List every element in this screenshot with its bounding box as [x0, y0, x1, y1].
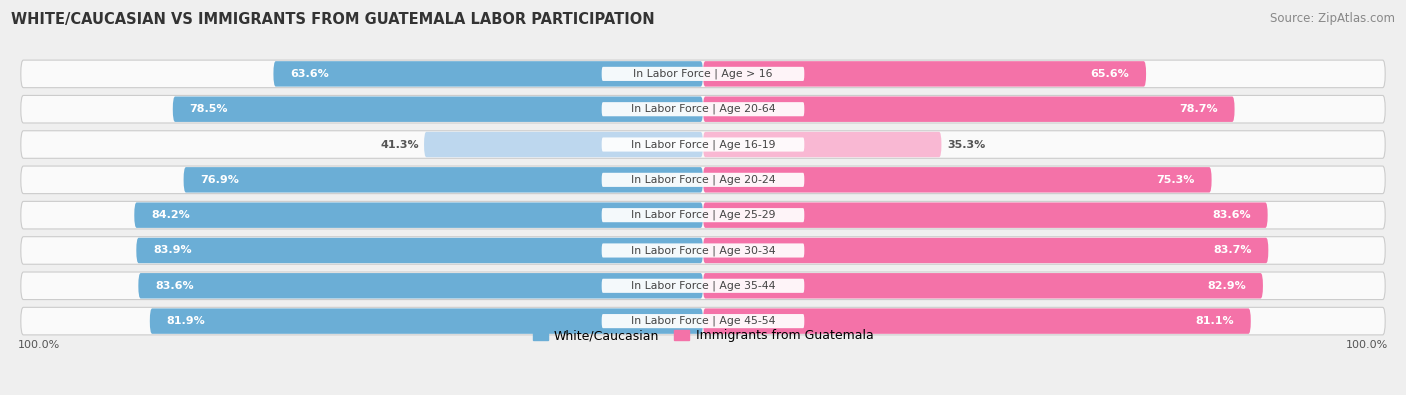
FancyBboxPatch shape: [21, 96, 1385, 123]
FancyBboxPatch shape: [21, 60, 1385, 88]
Text: 65.6%: 65.6%: [1091, 69, 1129, 79]
FancyBboxPatch shape: [703, 308, 1251, 334]
FancyBboxPatch shape: [135, 203, 703, 228]
FancyBboxPatch shape: [602, 102, 804, 116]
FancyBboxPatch shape: [703, 203, 1268, 228]
Text: 75.3%: 75.3%: [1156, 175, 1195, 185]
Text: 78.5%: 78.5%: [190, 104, 228, 114]
FancyBboxPatch shape: [273, 61, 703, 87]
FancyBboxPatch shape: [602, 137, 804, 152]
FancyBboxPatch shape: [136, 238, 703, 263]
FancyBboxPatch shape: [602, 279, 804, 293]
Text: In Labor Force | Age 35-44: In Labor Force | Age 35-44: [631, 280, 775, 291]
Text: In Labor Force | Age 30-34: In Labor Force | Age 30-34: [631, 245, 775, 256]
FancyBboxPatch shape: [703, 238, 1268, 263]
FancyBboxPatch shape: [173, 96, 703, 122]
Text: 83.9%: 83.9%: [153, 245, 191, 256]
FancyBboxPatch shape: [21, 166, 1385, 194]
FancyBboxPatch shape: [21, 272, 1385, 299]
FancyBboxPatch shape: [21, 237, 1385, 264]
Text: In Labor Force | Age > 16: In Labor Force | Age > 16: [633, 69, 773, 79]
Text: 83.7%: 83.7%: [1213, 245, 1251, 256]
FancyBboxPatch shape: [602, 314, 804, 328]
Text: 35.3%: 35.3%: [946, 139, 986, 150]
Text: In Labor Force | Age 20-64: In Labor Force | Age 20-64: [631, 104, 775, 115]
Text: 76.9%: 76.9%: [201, 175, 239, 185]
Text: Source: ZipAtlas.com: Source: ZipAtlas.com: [1270, 12, 1395, 25]
Text: 100.0%: 100.0%: [1347, 340, 1389, 350]
FancyBboxPatch shape: [21, 201, 1385, 229]
Text: 83.6%: 83.6%: [155, 281, 194, 291]
FancyBboxPatch shape: [703, 96, 1234, 122]
FancyBboxPatch shape: [703, 273, 1263, 299]
Text: 78.7%: 78.7%: [1180, 104, 1218, 114]
Text: 81.1%: 81.1%: [1195, 316, 1234, 326]
Text: 84.2%: 84.2%: [152, 210, 190, 220]
FancyBboxPatch shape: [602, 173, 804, 187]
FancyBboxPatch shape: [602, 208, 804, 222]
FancyBboxPatch shape: [703, 132, 942, 157]
Text: 41.3%: 41.3%: [380, 139, 419, 150]
FancyBboxPatch shape: [138, 273, 703, 299]
FancyBboxPatch shape: [150, 308, 703, 334]
Text: WHITE/CAUCASIAN VS IMMIGRANTS FROM GUATEMALA LABOR PARTICIPATION: WHITE/CAUCASIAN VS IMMIGRANTS FROM GUATE…: [11, 12, 655, 27]
FancyBboxPatch shape: [602, 243, 804, 258]
FancyBboxPatch shape: [602, 67, 804, 81]
FancyBboxPatch shape: [184, 167, 703, 192]
Text: In Labor Force | Age 20-24: In Labor Force | Age 20-24: [631, 175, 775, 185]
Text: In Labor Force | Age 45-54: In Labor Force | Age 45-54: [631, 316, 775, 326]
FancyBboxPatch shape: [703, 61, 1146, 87]
FancyBboxPatch shape: [703, 167, 1212, 192]
Text: 63.6%: 63.6%: [290, 69, 329, 79]
Text: 82.9%: 82.9%: [1208, 281, 1246, 291]
FancyBboxPatch shape: [21, 307, 1385, 335]
FancyBboxPatch shape: [425, 132, 703, 157]
Text: In Labor Force | Age 25-29: In Labor Force | Age 25-29: [631, 210, 775, 220]
Text: In Labor Force | Age 16-19: In Labor Force | Age 16-19: [631, 139, 775, 150]
Text: 83.6%: 83.6%: [1212, 210, 1251, 220]
FancyBboxPatch shape: [21, 131, 1385, 158]
Legend: White/Caucasian, Immigrants from Guatemala: White/Caucasian, Immigrants from Guatema…: [527, 324, 879, 347]
Text: 100.0%: 100.0%: [17, 340, 59, 350]
Text: 81.9%: 81.9%: [167, 316, 205, 326]
